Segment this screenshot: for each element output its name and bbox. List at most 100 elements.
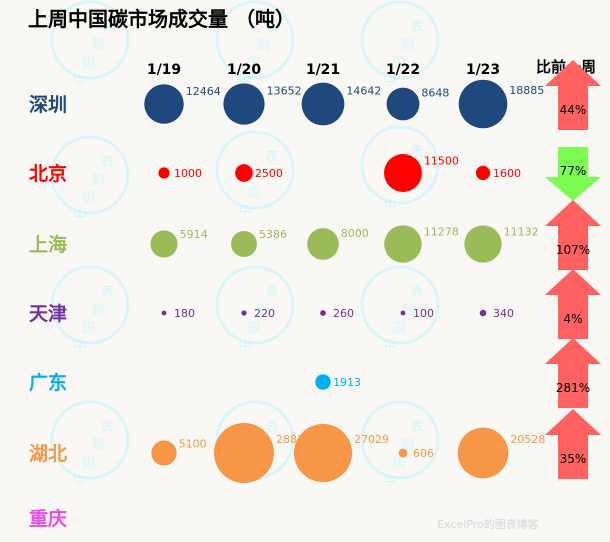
change-value: 4% [563, 312, 582, 326]
watermark-seal [50, 265, 130, 345]
watermark-seal-char: 表 [100, 420, 113, 435]
bubble [479, 309, 487, 317]
change-down-arrow [545, 147, 601, 201]
bubble [214, 423, 274, 483]
change-up-arrow [545, 269, 601, 339]
change-value: 77% [560, 164, 587, 178]
watermark-seal-char: 表 [410, 20, 423, 35]
watermark-seal-char: 制 [256, 303, 269, 318]
watermark-seal-char: 国 [392, 56, 405, 71]
chart-title: 上周中国碳市场成交量 （吨） [28, 7, 295, 31]
bubble [400, 310, 406, 316]
watermark-seal-char: 中 [73, 209, 86, 224]
bubble [144, 84, 184, 124]
change-value: 107% [556, 243, 590, 257]
bubble [151, 440, 177, 466]
bubble-value-label: 5386 [259, 228, 287, 241]
column-header: 1/19 [147, 62, 181, 78]
watermark-seal-char: 表 [410, 285, 423, 300]
bubble-value-label: 14642 [346, 84, 381, 97]
watermark-seal-char: 中 [238, 339, 251, 354]
bubble [458, 79, 508, 129]
watermark-seal-char: 国 [82, 321, 95, 336]
watermark-seal [360, 400, 440, 480]
row-label: 天津 [29, 302, 67, 325]
watermark-seal-char: 制 [256, 38, 269, 53]
bubble [150, 230, 178, 258]
watermark-seal-char: 制 [401, 38, 414, 53]
bubble [158, 167, 170, 179]
bubble [235, 164, 253, 182]
row-label: 广东 [29, 371, 67, 394]
bubble-value-label: 2500 [255, 167, 283, 180]
row-label: 北京 [29, 162, 67, 185]
bubble-value-label: 1913 [333, 376, 361, 389]
watermark-seal-char: 中 [73, 74, 86, 89]
bubble [161, 310, 167, 316]
bubble-value-label: 340 [493, 307, 514, 320]
watermark-text: ExcelPro的图表博客 [437, 517, 539, 531]
watermark-seal-char: 表 [410, 145, 423, 160]
bubble-value-label: 1600 [493, 167, 521, 180]
bubble-value-label: 11278 [424, 226, 459, 239]
bubble [231, 231, 257, 257]
bubble-value-label: 100 [413, 307, 434, 320]
bubble-value-label: 18885 [509, 84, 544, 97]
bubble-value-label: 20528 [510, 433, 545, 446]
watermark-seal-char: 制 [91, 438, 104, 453]
bubble [293, 423, 353, 483]
watermark-seal-char: 表 [265, 20, 278, 35]
watermark-seal-char: 国 [247, 321, 260, 336]
bubble-value-label: 13652 [267, 85, 302, 98]
change-up-arrow [545, 338, 601, 408]
bubble-value-label: 5914 [180, 228, 208, 241]
bubble [384, 225, 422, 263]
watermark-seal-char: 国 [392, 321, 405, 336]
bubble [475, 165, 491, 181]
bubble-value-label: 12464 [186, 85, 221, 98]
column-header: 1/22 [386, 62, 420, 78]
watermark-seal [215, 0, 295, 80]
bubble-value-label: 260 [333, 307, 354, 320]
watermark-seal-char: 中 [73, 339, 86, 354]
watermark-seal-char: 国 [82, 456, 95, 471]
bubble-value-label: 606 [413, 447, 434, 460]
bubble [398, 448, 408, 458]
watermark-seal-char: 表 [100, 285, 113, 300]
watermark-seal-char: 国 [82, 191, 95, 206]
watermark-seal-char: 中 [238, 204, 251, 219]
bubble-value-label: 27029 [354, 433, 389, 446]
change-up-arrow [545, 200, 601, 270]
bubble-value-label: 11500 [424, 154, 459, 167]
watermark-seal [360, 0, 440, 80]
watermark-seal-char: 中 [73, 474, 86, 489]
bubble [315, 374, 331, 390]
bubble [384, 154, 422, 192]
change-value: 44% [560, 103, 587, 117]
watermark-seal-char: 国 [392, 456, 405, 471]
bubble-value-label: 8000 [341, 227, 369, 240]
watermark-seal-char: 国 [247, 186, 260, 201]
watermark-seal-char: 国 [247, 56, 260, 71]
bubble [457, 427, 509, 479]
watermark-seal [360, 265, 440, 345]
bubble-value-label: 8648 [421, 87, 449, 100]
watermark-seal-char: 制 [256, 168, 269, 183]
watermark-seal-char: 表 [100, 155, 113, 170]
change-value: 35% [560, 452, 587, 466]
watermark-seal-char: 中 [383, 199, 396, 214]
watermark-seal-char: 表 [265, 420, 278, 435]
watermark-seal-char: 中 [383, 74, 396, 89]
column-header: 1/21 [306, 62, 340, 78]
bubble-value-label: 5100 [179, 437, 207, 450]
watermark-seal-char: 中 [383, 339, 396, 354]
change-value: 281% [556, 381, 590, 395]
change-up-arrow [545, 60, 601, 130]
watermark-seal-char: 国 [82, 56, 95, 71]
watermark-seal-char: 表 [410, 420, 423, 435]
bubble [241, 310, 247, 316]
bubble [223, 83, 265, 125]
row-label: 深圳 [29, 93, 67, 116]
